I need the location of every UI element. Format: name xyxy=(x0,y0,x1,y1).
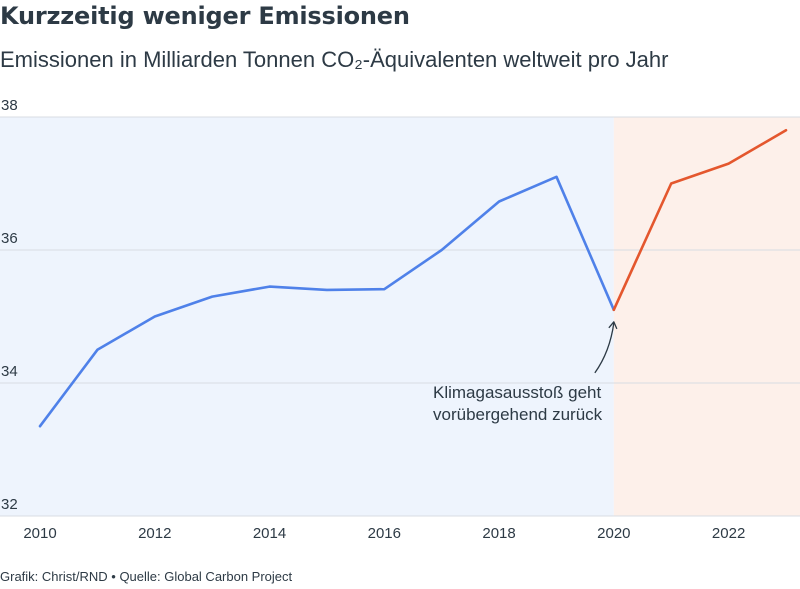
y-tick-label: 32 xyxy=(1,496,18,513)
y-tick-label: 36 xyxy=(1,230,18,247)
annotation-arrowhead xyxy=(608,321,618,330)
x-tick-label: 2020 xyxy=(597,525,630,542)
credit-text: Grafik: Christ/RND xyxy=(0,569,108,584)
annotation-text: Klimagasausstoß geht xyxy=(433,383,601,402)
historic-period-band xyxy=(0,117,614,516)
x-tick-label: 2010 xyxy=(23,525,56,542)
recent-period-band xyxy=(613,117,800,516)
x-tick-label: 2022 xyxy=(712,525,745,542)
y-tick-label: 34 xyxy=(1,363,18,380)
chart-footer: Grafik: Christ/RND • Quelle: Global Carb… xyxy=(0,569,292,584)
footer-separator: • xyxy=(111,569,116,584)
y-tick-label: 38 xyxy=(1,97,18,114)
x-tick-label: 2012 xyxy=(138,525,171,542)
source-text: Quelle: Global Carbon Project xyxy=(119,569,293,584)
historic-emissions-line xyxy=(38,175,616,428)
line-chart: 32 34 36 38 2010 2012 2014 2016 2018 2020 2022 Klim… xyxy=(0,97,800,542)
recent-emissions-line xyxy=(612,129,788,312)
annotation-text: vorübergehend zurück xyxy=(433,405,603,424)
x-tick-label: 2014 xyxy=(253,525,286,542)
chart-subtitle: Emissionen in Milliarden Tonnen CO₂-Äqui… xyxy=(0,47,669,72)
x-tick-label: 2016 xyxy=(368,525,401,542)
annotation-arrow xyxy=(594,322,615,374)
chart-title: Kurzzeitig weniger Emissionen xyxy=(0,2,410,30)
x-tick-label: 2018 xyxy=(482,525,515,542)
